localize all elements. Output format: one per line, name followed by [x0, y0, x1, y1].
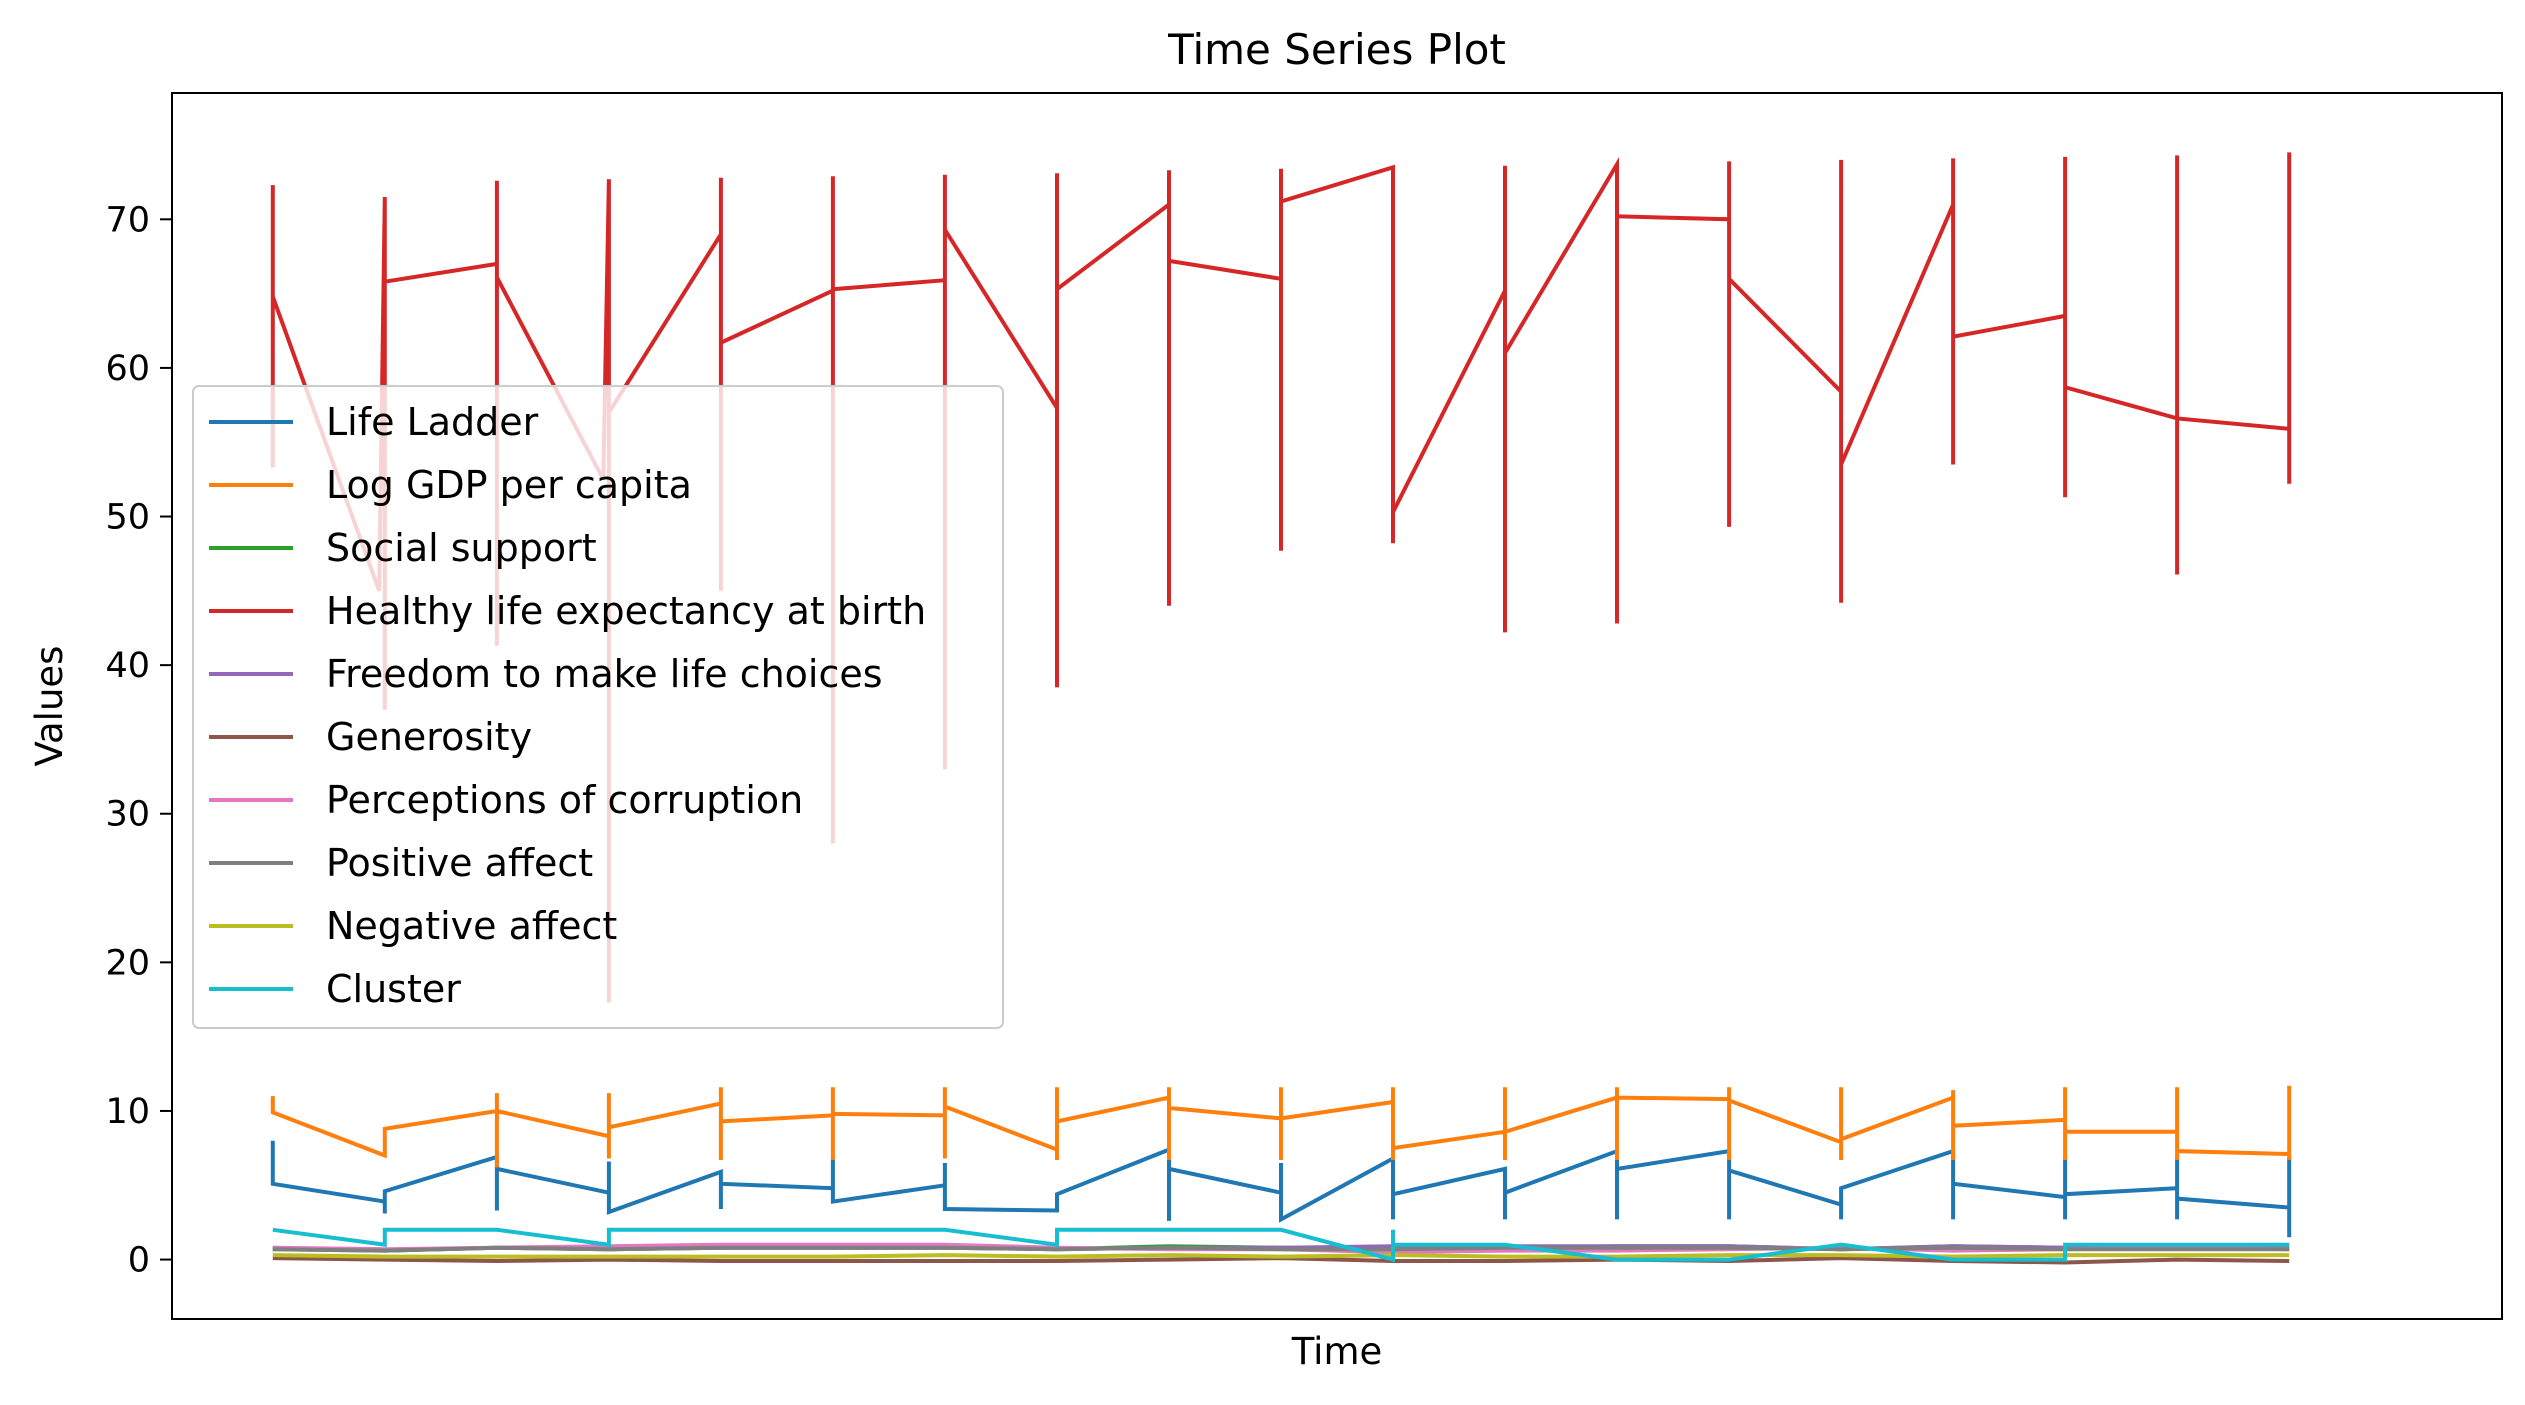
- series-line-negative-affect: [272, 1253, 2290, 1259]
- legend-label-cluster: Cluster: [326, 967, 461, 1011]
- legend-box: [192, 385, 1004, 1029]
- y-tick-label-50: 50: [105, 498, 150, 538]
- series-line-healthy-life-expectancy-at-birth: [270, 152, 2292, 1003]
- legend-label-social-support: Social support: [326, 526, 597, 570]
- legend-label-life-ladder: Life Ladder: [326, 400, 539, 444]
- legend-label-healthy-life-expectancy-at-birth: Healthy life expectancy at birth: [326, 589, 926, 633]
- series-layer: [270, 152, 2292, 1265]
- y-axis: 0 10 20 30 40 50 60 70: [105, 200, 172, 1281]
- chart-title: Time Series Plot: [1167, 25, 1506, 74]
- series-line-log-gdp-per-capita: [270, 1085, 2292, 1168]
- legend-label-perceptions-of-corruption: Perceptions of corruption: [326, 778, 803, 822]
- plot-frame: [171, 92, 2503, 1320]
- series-line-cluster: [272, 1227, 2290, 1263]
- x-axis-label: Time: [1291, 1330, 1383, 1373]
- y-axis-label: Values: [28, 646, 71, 767]
- y-tick-label-70: 70: [105, 200, 150, 240]
- y-tick-label-60: 60: [105, 349, 150, 389]
- legend: Life Ladder Log GDP per capita Social supp…: [192, 385, 1004, 1029]
- legend-label-freedom-to-make-life-choices: Freedom to make life choices: [326, 652, 883, 696]
- y-tick-label-20: 20: [105, 943, 150, 983]
- legend-label-log-gdp-per-capita: Log GDP per capita: [326, 463, 692, 507]
- y-tick-label-30: 30: [105, 795, 150, 835]
- legend-label-negative-affect: Negative affect: [326, 904, 617, 948]
- y-tick-label-0: 0: [128, 1241, 150, 1281]
- y-tick-label-10: 10: [105, 1092, 150, 1132]
- series-line-positive-affect: [272, 1245, 2290, 1253]
- legend-label-generosity: Generosity: [326, 715, 532, 759]
- legend-label-positive-affect: Positive affect: [326, 841, 593, 885]
- y-tick-label-40: 40: [105, 646, 150, 686]
